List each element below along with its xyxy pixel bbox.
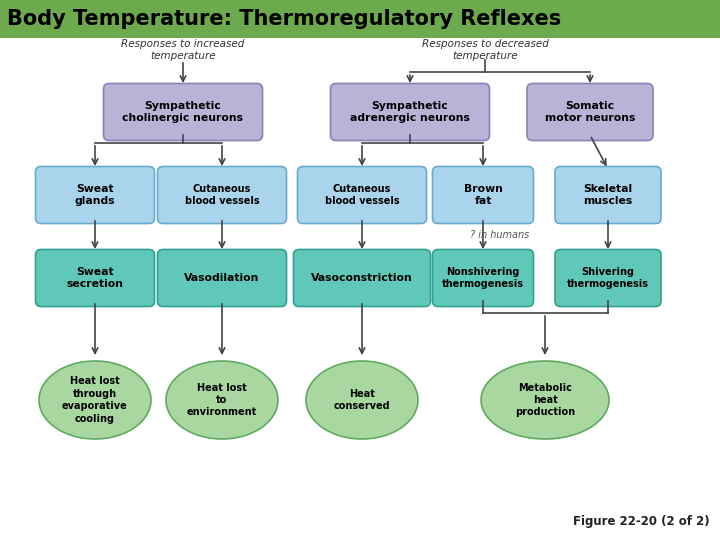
Text: Sympathetic
cholinergic neurons: Sympathetic cholinergic neurons: [122, 101, 243, 123]
FancyBboxPatch shape: [0, 0, 720, 38]
Text: Figure 22-20 (2 of 2): Figure 22-20 (2 of 2): [573, 515, 710, 528]
Text: Responses to decreased
temperature: Responses to decreased temperature: [422, 39, 549, 61]
Text: Nonshivering
thermogenesis: Nonshivering thermogenesis: [442, 267, 524, 289]
FancyBboxPatch shape: [527, 84, 653, 140]
FancyBboxPatch shape: [433, 249, 534, 307]
FancyBboxPatch shape: [158, 249, 287, 307]
FancyBboxPatch shape: [158, 166, 287, 224]
Text: Heat lost
to
environment: Heat lost to environment: [187, 383, 257, 417]
Text: Skeletal
muscles: Skeletal muscles: [583, 184, 633, 206]
Ellipse shape: [39, 361, 151, 439]
Ellipse shape: [166, 361, 278, 439]
FancyBboxPatch shape: [297, 166, 426, 224]
Text: Cutaneous
blood vessels: Cutaneous blood vessels: [185, 184, 259, 206]
Text: Sympathetic
adrenergic neurons: Sympathetic adrenergic neurons: [350, 101, 470, 123]
Text: Cutaneous
blood vessels: Cutaneous blood vessels: [325, 184, 400, 206]
FancyBboxPatch shape: [35, 166, 155, 224]
Text: ? in humans: ? in humans: [470, 230, 530, 240]
FancyBboxPatch shape: [294, 249, 431, 307]
Text: Body Temperature: Thermoregulatory Reflexes: Body Temperature: Thermoregulatory Refle…: [7, 9, 562, 29]
FancyBboxPatch shape: [555, 166, 661, 224]
Text: Vasoconstriction: Vasoconstriction: [311, 273, 413, 283]
FancyBboxPatch shape: [104, 84, 263, 140]
Text: Responses to increased
temperature: Responses to increased temperature: [121, 39, 245, 61]
Text: Brown
fat: Brown fat: [464, 184, 503, 206]
Text: Somatic
motor neurons: Somatic motor neurons: [545, 101, 635, 123]
Text: Shivering
thermogenesis: Shivering thermogenesis: [567, 267, 649, 289]
Ellipse shape: [306, 361, 418, 439]
Text: Sweat
secretion: Sweat secretion: [66, 267, 124, 289]
Text: Sweat
glands: Sweat glands: [75, 184, 115, 206]
Text: Vasodilation: Vasodilation: [184, 273, 260, 283]
FancyBboxPatch shape: [433, 166, 534, 224]
Text: Heat lost
through
evaporative
cooling: Heat lost through evaporative cooling: [62, 376, 128, 423]
Ellipse shape: [481, 361, 609, 439]
FancyBboxPatch shape: [35, 249, 155, 307]
Text: Heat
conserved: Heat conserved: [333, 389, 390, 411]
Text: Metabolic
heat
production: Metabolic heat production: [515, 383, 575, 417]
FancyBboxPatch shape: [330, 84, 490, 140]
FancyBboxPatch shape: [555, 249, 661, 307]
